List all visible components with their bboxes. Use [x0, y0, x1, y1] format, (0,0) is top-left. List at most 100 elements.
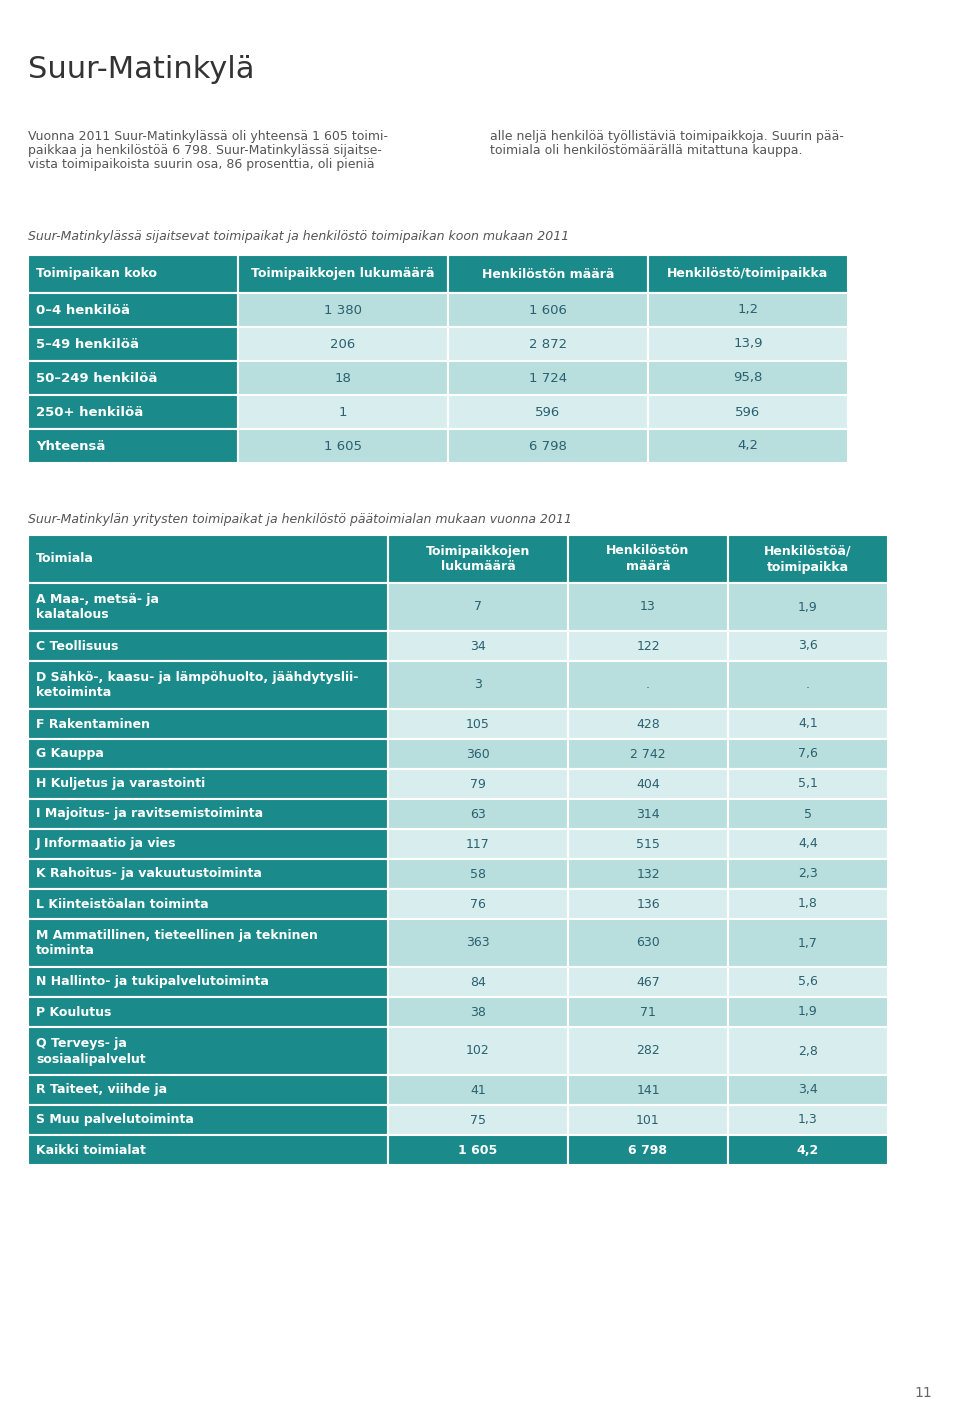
Text: 18: 18 — [335, 372, 351, 385]
Bar — [568, 997, 728, 1027]
Text: Toimipaikkojen lukumäärä: Toimipaikkojen lukumäärä — [252, 267, 435, 281]
Bar — [388, 889, 568, 919]
Bar — [28, 829, 388, 859]
Text: 141: 141 — [636, 1083, 660, 1096]
Bar — [448, 327, 648, 361]
Text: 5: 5 — [804, 808, 812, 821]
Text: 6 798: 6 798 — [529, 440, 567, 453]
Bar — [28, 256, 238, 293]
Bar — [388, 770, 568, 799]
Text: 3: 3 — [474, 679, 482, 692]
Text: I Majoitus- ja ravitsemistoiminta: I Majoitus- ja ravitsemistoiminta — [36, 808, 263, 821]
Bar — [388, 967, 568, 997]
Bar — [728, 535, 888, 584]
Bar — [728, 1027, 888, 1075]
Text: 101: 101 — [636, 1113, 660, 1126]
Text: 3,6: 3,6 — [798, 639, 818, 653]
Text: 2,8: 2,8 — [798, 1045, 818, 1058]
Text: N Hallinto- ja tukipalvelutoiminta: N Hallinto- ja tukipalvelutoiminta — [36, 976, 269, 988]
Text: 3,4: 3,4 — [798, 1083, 818, 1096]
Text: 5–49 henkilöä: 5–49 henkilöä — [36, 338, 139, 351]
Text: 102: 102 — [467, 1045, 490, 1058]
Bar — [568, 1027, 728, 1075]
Text: 7: 7 — [474, 601, 482, 613]
Text: 1 380: 1 380 — [324, 304, 362, 317]
Bar — [28, 799, 388, 829]
Bar — [568, 829, 728, 859]
Text: 11: 11 — [914, 1386, 932, 1400]
Text: 13: 13 — [640, 601, 656, 613]
Text: 7,6: 7,6 — [798, 747, 818, 761]
Bar — [448, 361, 648, 395]
Bar — [728, 770, 888, 799]
Bar — [568, 770, 728, 799]
Text: 2 742: 2 742 — [630, 747, 666, 761]
Bar — [568, 889, 728, 919]
Bar — [728, 799, 888, 829]
Bar — [388, 1075, 568, 1105]
Text: 4,1: 4,1 — [798, 717, 818, 730]
Text: 63: 63 — [470, 808, 486, 821]
Bar — [388, 997, 568, 1027]
Text: 360: 360 — [467, 747, 490, 761]
Text: 1,3: 1,3 — [798, 1113, 818, 1126]
Bar — [28, 709, 388, 738]
Bar — [388, 799, 568, 829]
Bar — [28, 738, 388, 770]
Bar — [568, 660, 728, 709]
Text: 4,4: 4,4 — [798, 838, 818, 851]
Bar — [28, 1027, 388, 1075]
Bar — [238, 327, 448, 361]
Text: K Rahoitus- ja vakuutustoiminta: K Rahoitus- ja vakuutustoiminta — [36, 868, 262, 880]
Bar — [388, 859, 568, 889]
Bar — [448, 395, 648, 429]
Text: 515: 515 — [636, 838, 660, 851]
Bar — [648, 256, 848, 293]
Text: 5,6: 5,6 — [798, 976, 818, 988]
Text: .: . — [806, 679, 810, 692]
Text: 13,9: 13,9 — [733, 338, 763, 351]
Bar — [28, 630, 388, 660]
Text: 1: 1 — [339, 406, 348, 419]
Bar — [728, 584, 888, 630]
Text: Henkilöstön
määrä: Henkilöstön määrä — [607, 544, 689, 574]
Bar — [388, 535, 568, 584]
Bar — [28, 967, 388, 997]
Bar — [28, 1135, 388, 1164]
Text: 250+ henkilöä: 250+ henkilöä — [36, 406, 143, 419]
Bar — [28, 535, 388, 584]
Text: 363: 363 — [467, 937, 490, 950]
Bar — [648, 395, 848, 429]
Text: 122: 122 — [636, 639, 660, 653]
Bar — [448, 429, 648, 463]
Text: J Informaatio ja vies: J Informaatio ja vies — [36, 838, 177, 851]
Text: 1,2: 1,2 — [737, 304, 758, 317]
Text: alle neljä henkilöä työllistäviä toimipaikkoja. Suurin pää-: alle neljä henkilöä työllistäviä toimipa… — [490, 131, 844, 143]
Text: 105: 105 — [466, 717, 490, 730]
Text: Toimipaikkojen
lukumäärä: Toimipaikkojen lukumäärä — [426, 544, 530, 574]
Text: M Ammatillinen, tieteellinen ja tekninen
toiminta: M Ammatillinen, tieteellinen ja tekninen… — [36, 929, 318, 957]
Text: 1,8: 1,8 — [798, 897, 818, 910]
Bar — [568, 1135, 728, 1164]
Bar — [568, 709, 728, 738]
Text: 132: 132 — [636, 868, 660, 880]
Bar — [238, 361, 448, 395]
Text: 117: 117 — [467, 838, 490, 851]
Text: 58: 58 — [470, 868, 486, 880]
Bar — [568, 1075, 728, 1105]
Bar — [28, 859, 388, 889]
Text: Yhteensä: Yhteensä — [36, 440, 106, 453]
Bar — [28, 395, 238, 429]
Text: 84: 84 — [470, 976, 486, 988]
Bar — [448, 293, 648, 327]
Bar — [448, 256, 648, 293]
Bar — [728, 967, 888, 997]
Text: Kaikki toimialat: Kaikki toimialat — [36, 1143, 146, 1156]
Bar — [728, 709, 888, 738]
Text: 314: 314 — [636, 808, 660, 821]
Text: 1 605: 1 605 — [458, 1143, 497, 1156]
Text: H Kuljetus ja varastointi: H Kuljetus ja varastointi — [36, 778, 205, 791]
Text: R Taiteet, viihde ja: R Taiteet, viihde ja — [36, 1083, 167, 1096]
Text: 1,9: 1,9 — [798, 1005, 818, 1018]
Text: 6 798: 6 798 — [629, 1143, 667, 1156]
